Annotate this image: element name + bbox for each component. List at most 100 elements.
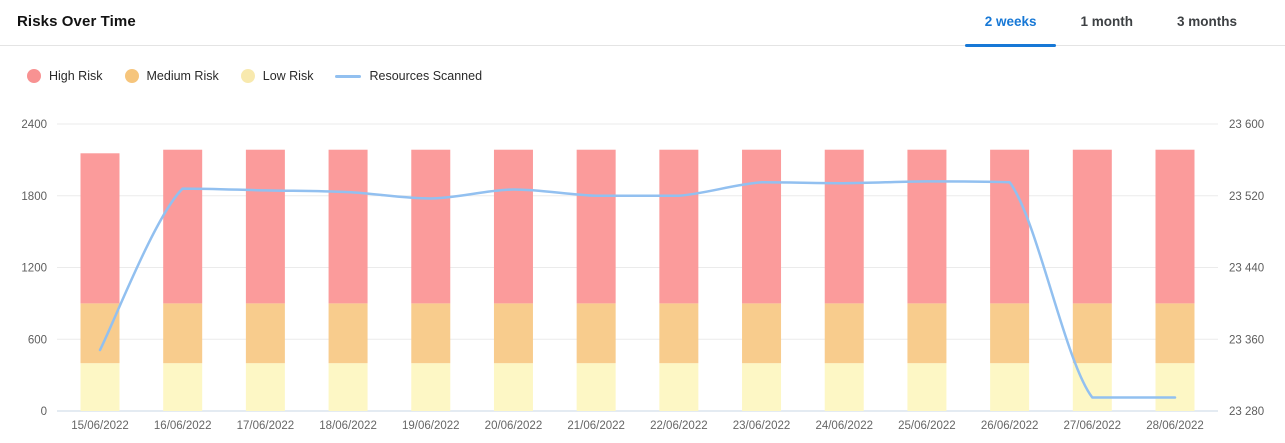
right-axis-tick: 23 360 <box>1229 334 1264 346</box>
legend-label: Low Risk <box>262 69 314 83</box>
page-title: Risks Over Time <box>17 13 136 30</box>
bar-segment-high-risk[interactable] <box>742 149 782 304</box>
bar-segment-medium-risk[interactable] <box>576 303 616 364</box>
bar-segment-high-risk[interactable] <box>659 149 699 304</box>
bar-segment-low-risk[interactable] <box>990 363 1030 411</box>
bar-segment-high-risk[interactable] <box>907 149 947 304</box>
bar-segment-low-risk[interactable] <box>328 363 368 411</box>
bar-segment-medium-risk[interactable] <box>907 303 947 364</box>
bar-segment-high-risk[interactable] <box>576 149 616 304</box>
bar-segment-medium-risk[interactable] <box>245 303 285 364</box>
left-axis-tick: 600 <box>28 334 47 346</box>
bar-segment-low-risk[interactable] <box>493 363 533 411</box>
medium-risk-swatch-icon <box>124 69 139 83</box>
bar-segment-low-risk[interactable] <box>576 363 616 411</box>
bar-segment-low-risk[interactable] <box>742 363 782 411</box>
bar-segment-medium-risk[interactable] <box>990 303 1030 364</box>
stacked-bar <box>742 149 782 411</box>
bar-segment-low-risk[interactable] <box>163 363 203 411</box>
bar-segment-low-risk[interactable] <box>1155 363 1195 411</box>
legend-item-medium-risk[interactable]: Medium Risk <box>124 69 219 83</box>
stacked-bars <box>80 149 1195 411</box>
bar-segment-medium-risk[interactable] <box>493 303 533 364</box>
stacked-bar <box>245 149 285 411</box>
right-axis-tick: 23 520 <box>1229 191 1264 203</box>
x-axis-label: 18/06/2022 <box>319 420 377 432</box>
stacked-bar <box>163 149 203 411</box>
right-axis-tick: 23 280 <box>1229 406 1264 418</box>
x-axis-label: 16/06/2022 <box>154 420 212 432</box>
stacked-bar <box>659 149 699 411</box>
tab-2-weeks[interactable]: 2 weeks <box>963 0 1059 47</box>
x-axis-label: 19/06/2022 <box>402 420 460 432</box>
x-axis-label: 20/06/2022 <box>485 420 543 432</box>
x-axis-label: 22/06/2022 <box>650 420 708 432</box>
bar-segment-medium-risk[interactable] <box>328 303 368 364</box>
x-axis-label: 28/06/2022 <box>1146 420 1204 432</box>
x-axis-label: 21/06/2022 <box>567 420 625 432</box>
time-range-tabs: 2 weeks 1 month 3 months <box>963 0 1259 47</box>
bar-segment-high-risk[interactable] <box>824 149 864 304</box>
legend-label: Resources Scanned <box>369 69 483 83</box>
legend-item-low-risk[interactable]: Low Risk <box>240 69 314 83</box>
widget-header: Risks Over Time 2 weeks 1 month 3 months <box>0 0 1285 47</box>
bar-segment-high-risk[interactable] <box>1155 149 1195 304</box>
stacked-bar <box>990 149 1030 411</box>
left-axis-tick: 1200 <box>21 263 47 275</box>
bar-segment-low-risk[interactable] <box>411 363 451 411</box>
stacked-bar <box>1155 149 1195 411</box>
x-axis-label: 15/06/2022 <box>71 420 129 432</box>
x-axis-label: 24/06/2022 <box>815 420 873 432</box>
right-axis-tick: 23 600 <box>1229 119 1264 131</box>
bar-segment-medium-risk[interactable] <box>163 303 203 364</box>
bar-segment-high-risk[interactable] <box>80 153 120 304</box>
tab-3-months[interactable]: 3 months <box>1176 14 1237 29</box>
stacked-bar <box>493 149 533 411</box>
line-swatch-icon <box>335 74 362 78</box>
x-axis-label: 23/06/2022 <box>733 420 791 432</box>
stacked-bar <box>80 153 120 411</box>
bar-segment-medium-risk[interactable] <box>824 303 864 364</box>
x-axis-label: 25/06/2022 <box>898 420 956 432</box>
left-axis-tick: 1800 <box>21 191 47 203</box>
bar-segment-medium-risk[interactable] <box>659 303 699 364</box>
bar-segment-medium-risk[interactable] <box>1072 303 1112 364</box>
stacked-bar <box>907 149 947 411</box>
legend-label: Medium Risk <box>146 69 219 83</box>
bar-segment-high-risk[interactable] <box>328 149 368 304</box>
stacked-bar <box>411 149 451 411</box>
legend-item-high-risk[interactable]: High Risk <box>27 69 103 83</box>
stacked-bar <box>576 149 616 411</box>
left-axis-tick: 2400 <box>21 119 47 131</box>
bar-segment-low-risk[interactable] <box>824 363 864 411</box>
bar-segment-high-risk[interactable] <box>1072 149 1112 304</box>
bar-segment-high-risk[interactable] <box>411 149 451 304</box>
low-risk-swatch-icon <box>240 69 255 83</box>
bar-segment-high-risk[interactable] <box>163 149 203 304</box>
bar-segment-low-risk[interactable] <box>659 363 699 411</box>
resources-scanned-line[interactable] <box>98 180 1177 399</box>
bar-segment-medium-risk[interactable] <box>80 303 120 364</box>
bar-segment-low-risk[interactable] <box>245 363 285 411</box>
left-axis-tick: 0 <box>41 406 47 418</box>
stacked-bar <box>824 149 864 411</box>
bar-segment-low-risk[interactable] <box>907 363 947 411</box>
stacked-bar <box>328 149 368 411</box>
bar-segment-high-risk[interactable] <box>990 149 1030 304</box>
right-axis-tick: 23 440 <box>1229 263 1264 275</box>
bar-segment-low-risk[interactable] <box>80 363 120 411</box>
bar-segment-medium-risk[interactable] <box>411 303 451 364</box>
tab-1-month[interactable]: 1 month <box>1080 14 1133 29</box>
legend-item-resources-scanned[interactable]: Resources Scanned <box>335 69 482 83</box>
bar-segment-medium-risk[interactable] <box>1155 303 1195 364</box>
bar-segment-high-risk[interactable] <box>245 149 285 304</box>
bar-segment-high-risk[interactable] <box>493 149 533 304</box>
x-axis-label: 17/06/2022 <box>237 420 295 432</box>
chart-legend: High Risk Medium Risk Low Risk Resources… <box>27 69 482 83</box>
x-axis-label: 27/06/2022 <box>1064 420 1122 432</box>
x-axis-label: 26/06/2022 <box>981 420 1039 432</box>
bar-segment-medium-risk[interactable] <box>742 303 782 364</box>
high-risk-swatch-icon <box>27 69 41 83</box>
